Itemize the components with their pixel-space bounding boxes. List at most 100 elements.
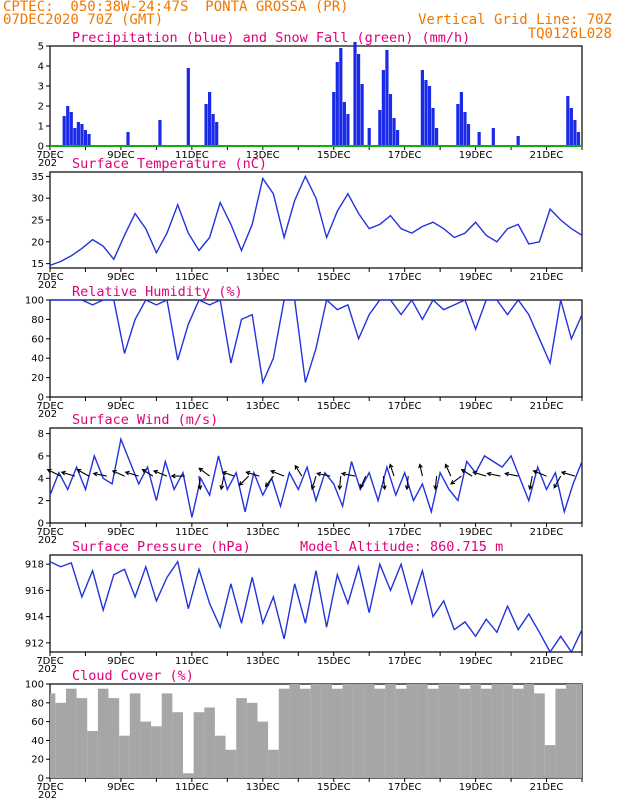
cloud-bar (268, 749, 279, 778)
x-tick-label: 17DEC (388, 527, 422, 538)
wind-arrow (486, 471, 501, 477)
wind-arrow (245, 470, 260, 477)
precip-bar (215, 122, 219, 146)
wind-arrow (553, 475, 562, 489)
y-tick-label: 100 (25, 296, 44, 307)
wind-arrow (197, 476, 203, 491)
cloud-bar (353, 684, 364, 778)
y-tick-label: 2 (38, 102, 44, 113)
header-run-date: 07DEC2020 70Z (GMT) (3, 12, 164, 28)
cloud-bar (214, 735, 226, 778)
x-tick-label: 13DEC (246, 527, 280, 538)
y-tick-label: 0 (38, 774, 44, 785)
year-fragment-label: 202 (38, 158, 57, 169)
y-tick-label: 2 (38, 496, 44, 507)
x-tick-label: 9DEC (107, 527, 134, 538)
cloud-bar (321, 684, 332, 778)
cloud-bar (417, 684, 428, 778)
x-tick-label: 7DEC (36, 150, 63, 161)
x-tick-label: 11DEC (175, 150, 209, 161)
precip-bar (477, 132, 481, 146)
plot-frame (49, 299, 583, 398)
cloud-bar (50, 693, 56, 778)
panel-rh: Relative Humidity (%) 0 20 40 60 80 100 7DEC 9DE… (25, 284, 583, 420)
plot-frame (49, 45, 583, 147)
y-tick-label: 0 (38, 393, 44, 404)
wind-arrow (170, 473, 185, 479)
wind-arrow (198, 467, 210, 477)
cloud-bar (502, 684, 513, 778)
series-line (50, 298, 583, 385)
cloud-bar (406, 684, 418, 778)
x-tick-label: 7DEC (36, 782, 63, 793)
x-tick-label: 11DEC (175, 782, 209, 793)
x-tick-label: 11DEC (175, 401, 209, 412)
wind-arrow (404, 476, 410, 491)
x-tick-label: 7DEC (36, 401, 63, 412)
x-tick-label: 21DEC (530, 150, 564, 161)
series-line (49, 559, 583, 654)
x-tick-label: 13DEC (246, 782, 280, 793)
cloud-bar (65, 688, 77, 778)
y-tick-label: 60 (31, 717, 44, 728)
x-tick-label: 13DEC (246, 272, 280, 283)
panel-pres: Surface Pressure (hPa) Model Altitude: 86… (25, 539, 583, 675)
precip-bar (342, 102, 346, 146)
wind-arrow (472, 470, 487, 477)
cloud-bar (374, 688, 386, 778)
x-tick-label: 9DEC (107, 272, 134, 283)
precip-bar (576, 132, 581, 146)
y-tick-label: 20 (31, 373, 44, 384)
precip-bar (385, 50, 389, 146)
wind-arrow (504, 471, 519, 477)
x-tick-label: 21DEC (530, 272, 564, 283)
panel-precip: Precipitation (blue) and Snow Fall (gree… (36, 30, 583, 169)
cloud-bar (491, 684, 503, 778)
cloud-bar (449, 684, 460, 778)
x-tick-label: 15DEC (317, 150, 351, 161)
y-tick-label: 30 (31, 194, 44, 205)
precip-bar (339, 48, 343, 146)
precip-bar (208, 92, 212, 146)
y-tick-label: 4 (38, 62, 44, 73)
precip-bar (463, 112, 467, 146)
y-tick-label: 918 (25, 560, 44, 571)
cloud-bar (289, 684, 301, 778)
x-tick-label: 19DEC (459, 150, 493, 161)
y-tick-label: 916 (25, 586, 44, 597)
cloud-bar (534, 693, 545, 778)
cloud-bar (97, 688, 109, 778)
precip-bar (335, 62, 339, 146)
wind-arrow (532, 469, 547, 477)
plot-frame (49, 554, 583, 653)
series-line (49, 436, 583, 518)
cloud-bar (76, 698, 88, 778)
cloud-bar (300, 688, 311, 778)
precip-bar (388, 94, 393, 146)
plot-frame (49, 171, 583, 269)
series-line (49, 174, 583, 267)
wind-arrow (270, 469, 285, 477)
wind-arrow (460, 468, 473, 477)
x-tick-label: 17DEC (388, 150, 422, 161)
cloud-bar (310, 684, 322, 778)
wind-arrow (76, 469, 90, 477)
x-tick-label: 21DEC (530, 656, 564, 667)
y-tick-label: 40 (31, 354, 44, 365)
precip-bar (431, 108, 435, 146)
precip-bar (83, 130, 88, 146)
panel-temp: Surface Temperature (nC) 15 20 25 30 35 7DEC 9D… (31, 156, 583, 291)
wind-arrow (152, 469, 168, 477)
wind-arrow (124, 470, 139, 477)
y-tick-label: 20 (31, 755, 44, 766)
wind-arrow (141, 468, 154, 477)
x-tick-label: 13DEC (246, 656, 280, 667)
cloud-bar (544, 745, 556, 778)
precip-bar (381, 70, 385, 146)
y-tick-label: 35 (31, 172, 44, 183)
y-tick-label: 3 (38, 82, 44, 93)
cloud-bar (395, 688, 407, 778)
cloud-bar (438, 684, 449, 778)
wind-arrow (264, 475, 274, 488)
precip-bar (427, 86, 432, 146)
